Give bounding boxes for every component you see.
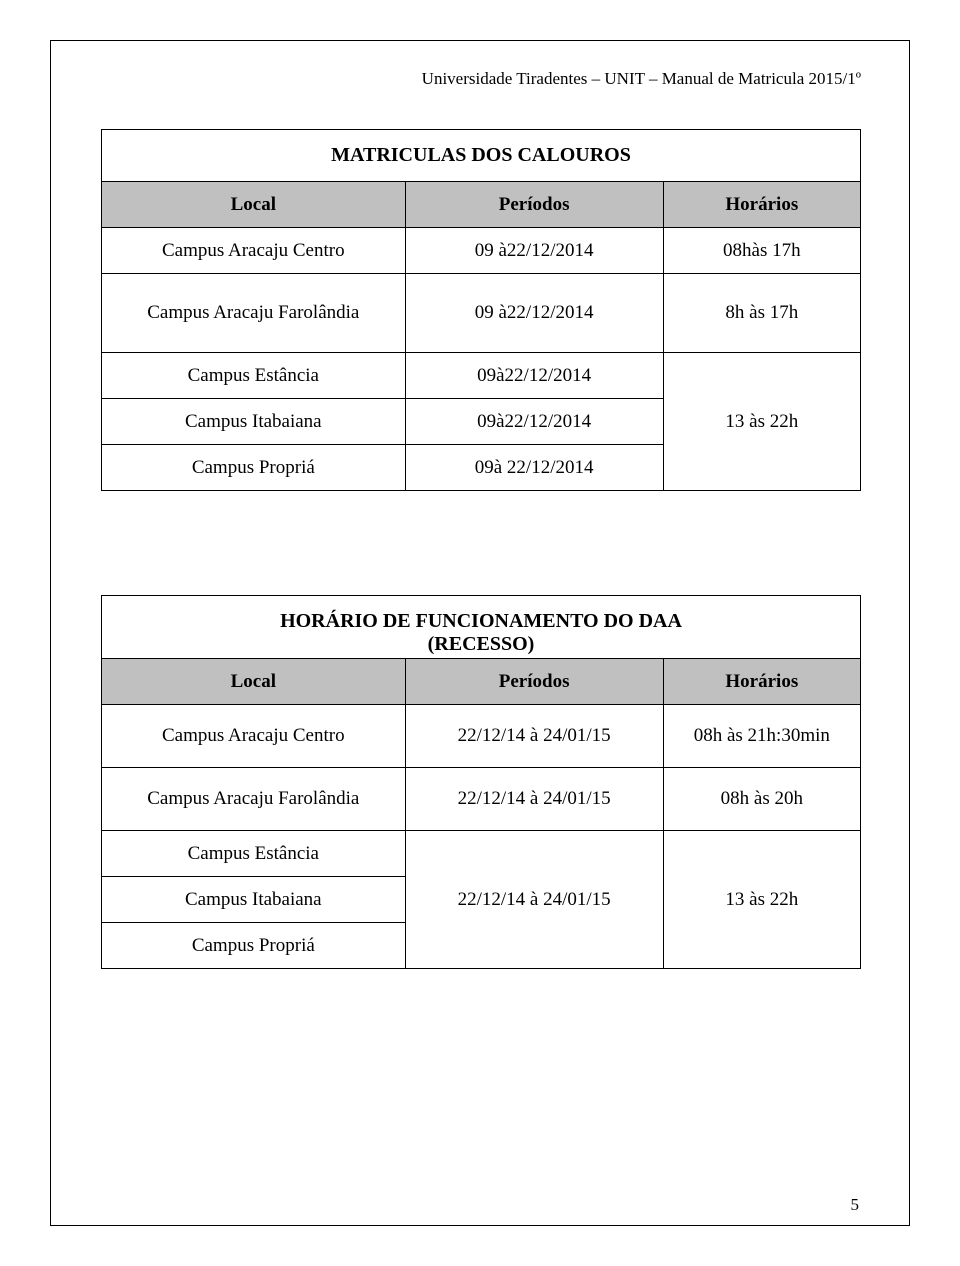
table-horario-daa: HORÁRIO DE FUNCIONAMENTO DO DAA (RECESSO… — [101, 595, 861, 969]
cell-periodo: 22/12/14 à 24/01/15 — [405, 705, 663, 768]
col-header-local: Local — [102, 182, 406, 228]
table-title-row: MATRICULAS DOS CALOUROS — [102, 130, 861, 182]
col-header-local: Local — [102, 659, 406, 705]
col-header-horarios: Horários — [663, 659, 860, 705]
title-line2: (RECESSO) — [428, 633, 535, 655]
cell-local: Campus Estância — [102, 353, 406, 399]
cell-local: Campus Aracaju Centro — [102, 228, 406, 274]
table-header-row: Local Períodos Horários — [102, 659, 861, 705]
spacer — [101, 515, 861, 595]
cell-horario-merged: 13 às 22h — [663, 831, 860, 969]
cell-periodo: 22/12/14 à 24/01/15 — [405, 768, 663, 831]
content-frame: Universidade Tiradentes – UNIT – Manual … — [50, 40, 910, 1226]
table-row: Campus Aracaju Farolândia 22/12/14 à 24/… — [102, 768, 861, 831]
cell-horario: 08hàs 17h — [663, 228, 860, 274]
col-header-periodos: Períodos — [405, 659, 663, 705]
cell-local: Campus Itabaiana — [102, 399, 406, 445]
cell-horario: 08h às 20h — [663, 768, 860, 831]
cell-local: Campus Propriá — [102, 445, 406, 491]
table-title-row: HORÁRIO DE FUNCIONAMENTO DO DAA (RECESSO… — [102, 596, 861, 659]
cell-local: Campus Estância — [102, 831, 406, 877]
table-title: MATRICULAS DOS CALOUROS — [102, 130, 861, 182]
page-number: 5 — [851, 1195, 860, 1215]
table-header-row: Local Períodos Horários — [102, 182, 861, 228]
table-row: Campus Aracaju Centro 22/12/14 à 24/01/1… — [102, 705, 861, 768]
col-header-horarios: Horários — [663, 182, 860, 228]
title-line1: HORÁRIO DE FUNCIONAMENTO DO DAA — [280, 610, 682, 632]
cell-periodo: 09à22/12/2014 — [405, 353, 663, 399]
cell-periodo: 09 à22/12/2014 — [405, 274, 663, 353]
col-header-periodos: Períodos — [405, 182, 663, 228]
cell-periodo-merged: 22/12/14 à 24/01/15 — [405, 831, 663, 969]
table-row: Campus Aracaju Centro 09 à22/12/2014 08h… — [102, 228, 861, 274]
cell-local: Campus Aracaju Farolândia — [102, 274, 406, 353]
page: Universidade Tiradentes – UNIT – Manual … — [0, 0, 960, 1266]
cell-periodo: 09à 22/12/2014 — [405, 445, 663, 491]
cell-local: Campus Aracaju Centro — [102, 705, 406, 768]
cell-horario-merged: 13 às 22h — [663, 353, 860, 491]
table-row: Campus Aracaju Farolândia 09 à22/12/2014… — [102, 274, 861, 353]
cell-local: Campus Itabaiana — [102, 877, 406, 923]
cell-horario: 8h às 17h — [663, 274, 860, 353]
cell-periodo: 09 à22/12/2014 — [405, 228, 663, 274]
cell-local: Campus Aracaju Farolândia — [102, 768, 406, 831]
cell-horario: 08h às 21h:30min — [663, 705, 860, 768]
cell-periodo: 09à22/12/2014 — [405, 399, 663, 445]
table-matriculas: MATRICULAS DOS CALOUROS Local Períodos H… — [101, 129, 861, 491]
table-title: HORÁRIO DE FUNCIONAMENTO DO DAA (RECESSO… — [102, 596, 861, 659]
cell-local: Campus Propriá — [102, 923, 406, 969]
table-row: Campus Estância 22/12/14 à 24/01/15 13 à… — [102, 831, 861, 877]
table-row: Campus Estância 09à22/12/2014 13 às 22h — [102, 353, 861, 399]
document-header: Universidade Tiradentes – UNIT – Manual … — [101, 69, 861, 89]
